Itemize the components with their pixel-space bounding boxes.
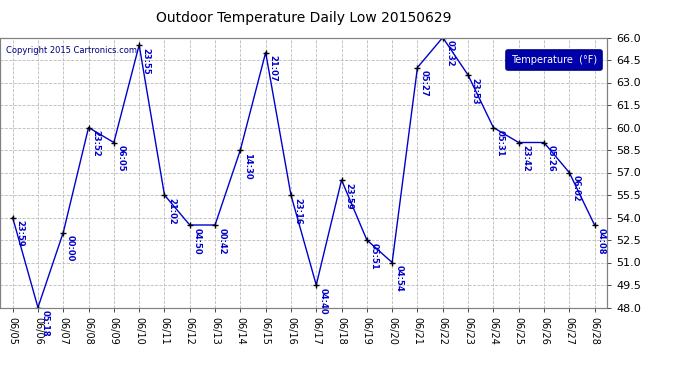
Text: 00:00: 00:00 (66, 235, 75, 262)
Legend: Temperature  (°F): Temperature (°F) (506, 51, 602, 70)
Text: 23:52: 23:52 (91, 130, 100, 157)
Text: Outdoor Temperature Daily Low 20150629: Outdoor Temperature Daily Low 20150629 (156, 11, 451, 25)
Text: 04:50: 04:50 (193, 228, 201, 254)
Text: 23:55: 23:55 (141, 48, 150, 75)
Text: 05:18: 05:18 (41, 310, 50, 337)
Text: 23:59: 23:59 (15, 220, 24, 247)
Text: 06:05: 06:05 (117, 145, 126, 172)
Text: 23:16: 23:16 (293, 198, 302, 225)
Text: 21:02: 21:02 (167, 198, 176, 225)
Text: 05:26: 05:26 (546, 145, 555, 172)
Text: 02:32: 02:32 (445, 40, 454, 67)
Text: 05:31: 05:31 (496, 130, 505, 157)
Text: 23:42: 23:42 (521, 145, 530, 172)
Text: 04:40: 04:40 (319, 288, 328, 314)
Text: 04:08: 04:08 (597, 228, 606, 254)
Text: 21:07: 21:07 (268, 55, 277, 82)
Text: 05:51: 05:51 (369, 243, 378, 270)
Text: 00:42: 00:42 (217, 228, 226, 254)
Text: 05:27: 05:27 (420, 70, 429, 97)
Text: 06:02: 06:02 (572, 175, 581, 202)
Text: 14:30: 14:30 (243, 153, 252, 179)
Text: 23:59: 23:59 (344, 183, 353, 209)
Text: Copyright 2015 Cartronics.com: Copyright 2015 Cartronics.com (6, 46, 137, 55)
Text: 23:53: 23:53 (471, 78, 480, 104)
Text: 04:54: 04:54 (395, 265, 404, 292)
